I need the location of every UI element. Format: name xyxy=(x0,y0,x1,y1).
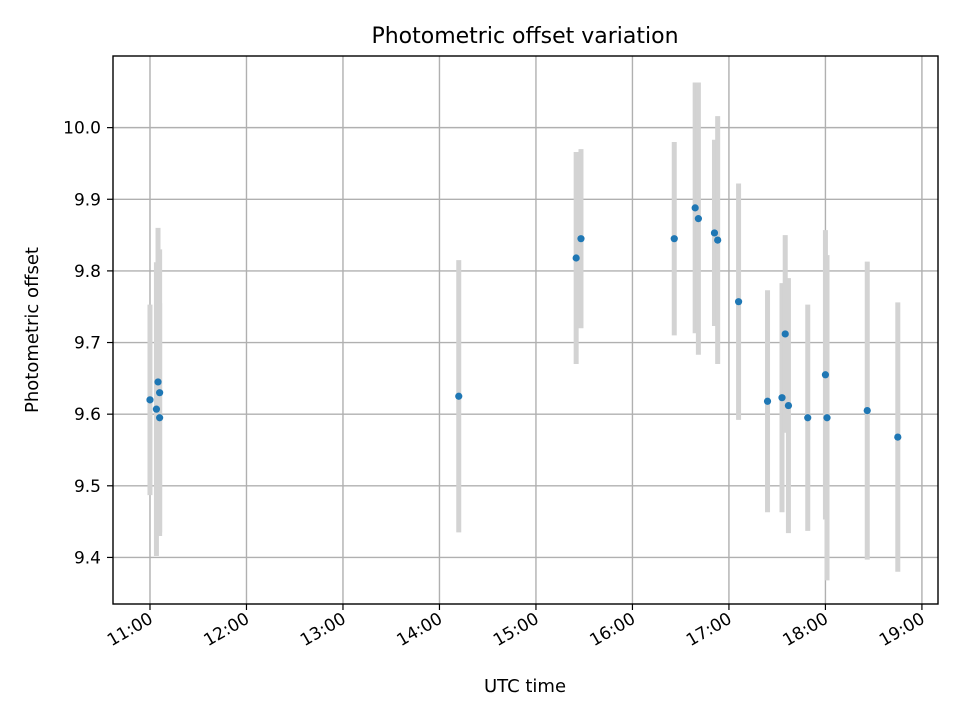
x-tick-label: 11:00 xyxy=(104,609,156,651)
data-point xyxy=(734,298,743,306)
y-axis-label: Photometric offset xyxy=(22,247,43,413)
data-point xyxy=(156,414,164,422)
chart-title: Photometric offset variation xyxy=(371,24,678,49)
data-point xyxy=(577,235,585,243)
data-point xyxy=(823,414,831,422)
data-point xyxy=(821,371,830,379)
y-tick-label: 9.5 xyxy=(74,477,101,497)
data-point xyxy=(763,397,772,405)
data-point xyxy=(784,401,793,410)
data-points xyxy=(146,204,902,441)
y-tick-label: 9.4 xyxy=(74,548,101,568)
grid-lines xyxy=(113,56,938,604)
axis-ticks: 11:00 12:00 13:00 14:00 15:00 16:00 17:00 18:00… xyxy=(63,119,928,651)
x-tick-label: 15:00 xyxy=(490,609,542,651)
data-point xyxy=(714,236,722,244)
data-point xyxy=(572,254,580,262)
x-tick-label: 17:00 xyxy=(683,609,735,651)
data-point xyxy=(863,406,871,415)
data-point xyxy=(670,235,678,243)
data-point xyxy=(778,394,786,402)
x-tick-label: 16:00 xyxy=(587,609,639,651)
y-tick-label: 9.7 xyxy=(74,334,101,354)
y-tick-label: 9.9 xyxy=(74,190,101,210)
x-tick-label: 14:00 xyxy=(394,609,446,651)
x-tick-label: 13:00 xyxy=(297,609,349,651)
data-point xyxy=(146,396,154,404)
data-point xyxy=(156,389,164,397)
x-tick-label: 19:00 xyxy=(876,609,928,651)
x-tick-label: 18:00 xyxy=(779,609,831,651)
data-point xyxy=(691,204,699,212)
data-point xyxy=(154,378,162,386)
y-tick-label: 10.0 xyxy=(63,119,101,139)
data-point xyxy=(894,433,902,441)
data-point xyxy=(710,229,719,237)
plot-frame xyxy=(112,55,939,605)
y-tick-label: 9.6 xyxy=(74,405,101,425)
data-point xyxy=(694,215,702,223)
x-tick-label: 12:00 xyxy=(201,609,253,651)
data-point xyxy=(804,414,812,422)
y-tick-label: 9.8 xyxy=(74,262,101,282)
data-point xyxy=(781,330,789,338)
data-point xyxy=(152,405,161,413)
x-axis-label: UTC time xyxy=(484,676,566,697)
data-point xyxy=(455,392,463,400)
